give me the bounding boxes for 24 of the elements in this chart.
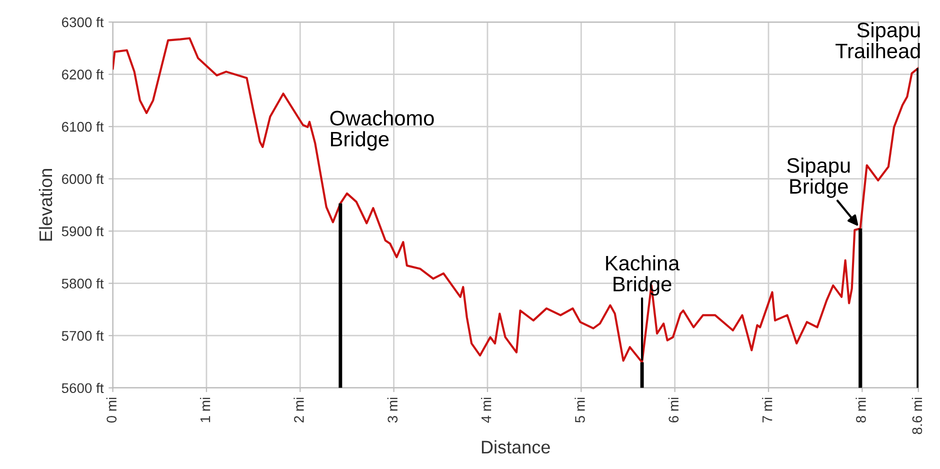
x-tick-label: 1 mi xyxy=(200,398,210,422)
y-tick-label: 5800 ft xyxy=(62,278,104,289)
y-tick-label: 5600 ft xyxy=(62,382,104,394)
x-tick-label: 3 mi xyxy=(387,398,398,423)
annotation: Sipapu Trailhead xyxy=(836,22,920,58)
y-tick-label: 6200 ft xyxy=(62,69,104,80)
y-tick-label: 6100 ft xyxy=(62,122,104,132)
annotation: Sipapu Bridge xyxy=(787,158,850,198)
y-axis-title: Elevation xyxy=(38,168,52,241)
x-tick-label: 4 mi xyxy=(481,398,492,423)
annotation: Kachina Bridge xyxy=(606,255,680,296)
x-axis-title: Distance xyxy=(482,440,550,454)
x-tick-label: 8 mi xyxy=(856,398,866,423)
y-tick-label: 5900 ft xyxy=(62,226,104,236)
x-tick-label: 2 mi xyxy=(294,398,304,422)
annotation: Owachomo Bridge xyxy=(330,110,434,151)
x-tick-label: 8.6 mi xyxy=(912,398,922,434)
x-tick-label: 6 mi xyxy=(668,398,679,422)
x-tick-label: 7 mi xyxy=(762,398,772,422)
y-tick-label: 5700 ft xyxy=(62,330,104,341)
x-tick-label: 5 mi xyxy=(574,398,585,423)
y-tick-label: 6300 ft xyxy=(62,17,104,28)
x-tick-label: 0 mi xyxy=(106,398,117,423)
y-tick-label: 6000 ft xyxy=(62,174,104,184)
